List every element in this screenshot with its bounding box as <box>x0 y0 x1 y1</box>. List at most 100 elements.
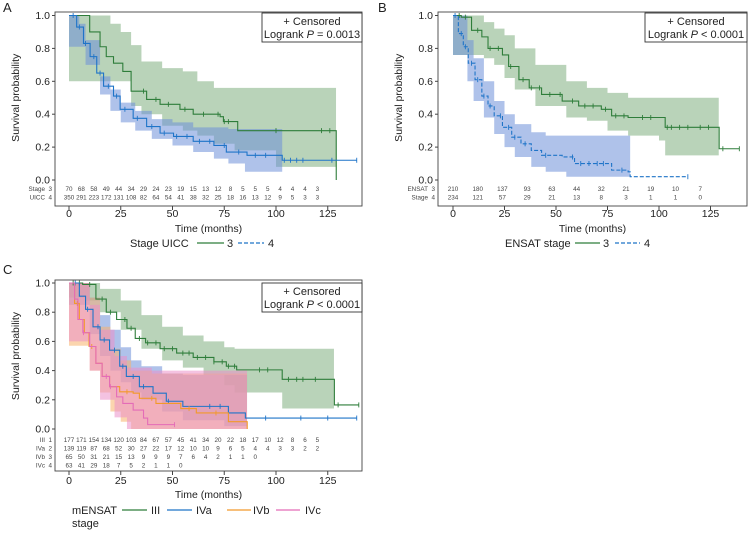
logrank-p-value: Logrank P = 0.0013 <box>264 29 360 41</box>
number-at-risk: 9 <box>142 454 146 461</box>
number-at-risk: 2 <box>216 454 220 461</box>
legend: ENSAT stage 3 4 <box>505 238 650 250</box>
number-at-risk: 5 <box>254 186 258 193</box>
number-at-risk: 131 <box>113 195 124 202</box>
x-tick-label: 25 <box>115 475 127 487</box>
number-at-risk: 17 <box>165 446 173 453</box>
number-at-risk: 19 <box>647 186 655 193</box>
y-tick-label: 0.8 <box>35 307 50 319</box>
y-tick-label: 0.2 <box>418 142 433 154</box>
number-at-risk: 15 <box>115 454 123 461</box>
number-at-risk: 103 <box>126 437 137 444</box>
number-at-risk: 12 <box>177 446 185 453</box>
number-at-risk: 13 <box>202 186 210 193</box>
survival-curve-3 <box>453 14 740 150</box>
number-at-risk: 58 <box>90 186 98 193</box>
annotation-frame <box>261 282 363 313</box>
number-at-risk: 2 <box>142 463 146 470</box>
number-at-risk: 13 <box>573 195 581 202</box>
risk-row-group: 3 <box>431 186 435 193</box>
number-at-risk: 9 <box>216 446 220 453</box>
p-symbol: P <box>691 29 699 41</box>
number-at-risk: 30 <box>128 446 136 453</box>
risk-row-group: 4 <box>431 195 435 202</box>
y-tick-label: 0.6 <box>35 336 50 348</box>
number-at-risk: 27 <box>140 446 148 453</box>
number-at-risk: 57 <box>165 437 173 444</box>
number-at-risk: 34 <box>128 186 136 193</box>
number-at-risk: 65 <box>65 454 73 461</box>
risk-row-group: 2 <box>48 446 52 453</box>
number-at-risk: 134 <box>101 437 112 444</box>
x-tick-label: 125 <box>319 208 337 220</box>
number-at-risk: 7 <box>179 454 183 461</box>
number-at-risk: 6 <box>191 454 195 461</box>
legend-title: Stage UICC <box>130 238 189 250</box>
number-at-risk: 21 <box>548 195 556 202</box>
number-at-risk: 82 <box>140 195 148 202</box>
number-at-risk: 5 <box>266 186 270 193</box>
number-at-risk: 10 <box>190 446 198 453</box>
number-at-risk: 154 <box>89 437 100 444</box>
x-axis-label: Time (months) <box>175 223 242 235</box>
number-at-risk: 29 <box>90 463 98 470</box>
number-at-risk: 4 <box>204 454 208 461</box>
plot-frame <box>437 11 748 207</box>
number-at-risk: 68 <box>78 186 86 193</box>
number-at-risk: 121 <box>472 195 483 202</box>
x-axis-label: Time (months) <box>559 223 626 235</box>
number-at-risk: 10 <box>264 437 272 444</box>
x-tick-label: 125 <box>319 475 337 487</box>
number-at-risk: 119 <box>76 446 87 453</box>
y-tick-label: 0.8 <box>418 43 433 55</box>
number-at-risk: 29 <box>140 186 148 193</box>
p-symbol: P <box>307 29 315 41</box>
legend-label: IVa <box>196 505 213 517</box>
number-at-risk: 24 <box>152 186 160 193</box>
number-at-risk: 22 <box>152 446 160 453</box>
number-at-risk: 1 <box>649 195 653 202</box>
logrank-label: Logrank <box>264 29 307 41</box>
y-tick-label: 1.0 <box>418 10 433 22</box>
legend-label: 3 <box>227 238 233 250</box>
number-at-risk: 63 <box>65 463 73 470</box>
legend-title: ENSAT stage <box>505 238 571 250</box>
risk-row-label: ENSAT <box>407 186 428 193</box>
number-at-risk: 12 <box>215 186 223 193</box>
number-at-risk: 2 <box>316 446 320 453</box>
number-at-risk: 3 <box>303 195 307 202</box>
x-tick-label: 25 <box>115 208 127 220</box>
number-at-risk: 6 <box>229 446 233 453</box>
number-at-risk: 0 <box>179 463 183 470</box>
number-at-risk: 177 <box>64 437 75 444</box>
p-value: < 0.0001 <box>698 29 744 41</box>
number-at-risk: 32 <box>202 195 210 202</box>
number-at-risk: 3 <box>278 446 282 453</box>
number-at-risk: 41 <box>190 437 198 444</box>
number-at-risk: 8 <box>229 186 233 193</box>
number-at-risk: 52 <box>115 446 123 453</box>
y-tick-label: 0.0 <box>418 175 433 187</box>
number-at-risk: 9 <box>154 454 158 461</box>
risk-row-group: 3 <box>48 186 52 193</box>
survival-curve-3 <box>69 14 337 180</box>
risk-row-label: Stage <box>29 186 46 193</box>
x-tick-label: 50 <box>167 208 179 220</box>
number-at-risk: 41 <box>177 195 185 202</box>
number-at-risk: 44 <box>115 186 123 193</box>
number-at-risk: 9 <box>278 195 282 202</box>
x-tick-label: 100 <box>650 208 668 220</box>
number-at-risk: 10 <box>672 186 680 193</box>
legend-label: 4 <box>644 238 650 250</box>
x-tick-label: 100 <box>267 475 285 487</box>
number-at-risk: 1 <box>154 463 158 470</box>
legend: Stage UICC 3 4 <box>130 238 274 250</box>
number-at-risk: 180 <box>472 186 483 193</box>
y-tick-label: 0.2 <box>35 394 50 406</box>
number-at-risk: 38 <box>190 195 198 202</box>
number-at-risk: 210 <box>448 186 459 193</box>
confidence-band-IVc <box>69 283 248 429</box>
